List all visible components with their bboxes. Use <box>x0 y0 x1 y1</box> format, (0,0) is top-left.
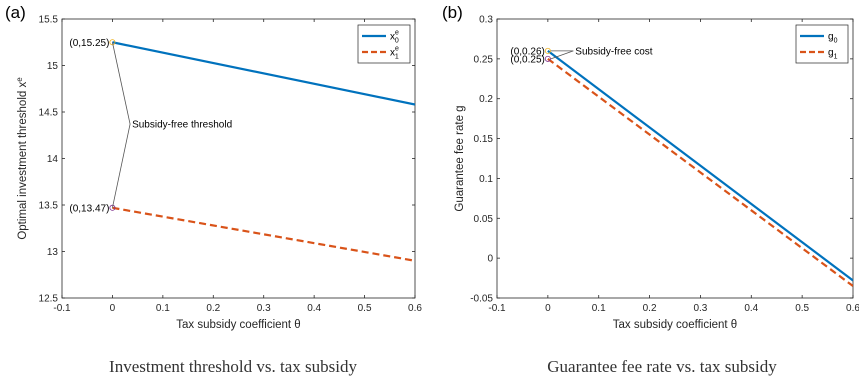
point-label: (0,0.25) <box>510 54 544 65</box>
y-tick-label: 0.25 <box>474 54 494 65</box>
series-line-g0 <box>547 50 853 282</box>
y-tick-label: 0.2 <box>479 94 493 105</box>
y-tick-label: 13.5 <box>39 201 59 212</box>
legend-label: xe 1 <box>390 46 399 61</box>
x-tick-label: 0.4 <box>744 303 758 314</box>
callout-text: Subsidy-free cost <box>575 46 652 57</box>
chart-panel-1: -0.1 0 0.1 0.2 0.3 0.4 0.5 0.6 -0.05 0 0.05 0.1 0.15… <box>442 3 859 376</box>
legend-label-sup: e <box>395 46 399 53</box>
y-tick-label: 12.5 <box>39 294 59 305</box>
legend-label-main: x <box>390 32 395 43</box>
legend-label: xe 0 <box>390 30 399 45</box>
x-tick-label: 0.3 <box>257 303 271 314</box>
y-axis-label: Optimal investment threshold xe <box>15 77 30 240</box>
data-point-marker <box>544 55 551 62</box>
figure-caption: Guarantee fee rate vs. tax subsidy <box>547 357 777 376</box>
series-line-x1 <box>112 206 415 262</box>
y-tick-label: 13 <box>47 247 59 258</box>
x-tick-label: 0.6 <box>846 303 859 314</box>
y-tick-label: 0.15 <box>474 134 494 145</box>
legend-label: g0 <box>828 32 838 45</box>
y-tick-label: 15 <box>47 61 59 72</box>
x-tick-label: 0 <box>110 303 116 314</box>
x-tick-label: -0.1 <box>53 303 71 314</box>
legend-box <box>357 24 411 64</box>
x-axis-label: Tax subsidy coefficient θ <box>613 319 737 331</box>
legend-box <box>795 24 849 64</box>
y-axis-label-main: Guarantee fee rate g <box>454 105 466 211</box>
y-tick-label: -0.05 <box>470 294 493 305</box>
point-label: (0,15.25) <box>69 38 109 49</box>
y-axis-label-main: Optimal investment threshold x <box>17 82 29 240</box>
x-tick-label: 0.5 <box>795 303 809 314</box>
data-point-marker <box>109 204 116 211</box>
x-axis-label: Tax subsidy coefficient θ <box>176 319 300 331</box>
point-label: (0,13.47) <box>69 203 109 214</box>
x-tick-label: 0.2 <box>643 303 657 314</box>
y-tick-label: 14.5 <box>39 108 59 119</box>
callout-leader <box>112 42 131 208</box>
y-tick-label: 14 <box>47 154 59 165</box>
legend-label-main: g <box>828 48 834 59</box>
chart-panel-0: -0.1 0 0.1 0.2 0.3 0.4 0.5 0.6 12.5 13 13.5 14 14.5 1… <box>5 3 422 376</box>
x-tick-label: 0.5 <box>358 303 372 314</box>
legend: xe 0xe 1 <box>357 24 411 64</box>
legend-label-sub: 1 <box>834 54 838 61</box>
y-tick-label: 15.5 <box>39 15 59 26</box>
legend-label: g1 <box>828 48 838 61</box>
x-tick-label: -0.1 <box>488 303 506 314</box>
legend-label-sup: e <box>395 30 399 37</box>
legend-label-main: x <box>390 48 395 59</box>
y-tick-label: 0.05 <box>474 214 494 225</box>
x-tick-label: 0.1 <box>592 303 606 314</box>
panel-label: (b) <box>442 3 463 22</box>
plot-area <box>496 18 854 299</box>
legend-label-sub: 1 <box>395 54 399 61</box>
legend-label-sub: 0 <box>834 38 838 45</box>
y-axis-label: Guarantee fee rate g <box>454 105 466 211</box>
figure-caption: Investment threshold vs. tax subsidy <box>109 357 357 376</box>
x-tick-label: 0 <box>545 303 551 314</box>
series-line-g1 <box>547 57 853 287</box>
x-tick-label: 0.2 <box>206 303 220 314</box>
legend-label-sub: 0 <box>395 38 399 45</box>
x-tick-label: 0.4 <box>307 303 321 314</box>
data-point-marker <box>109 39 116 46</box>
y-tick-label: 0.3 <box>479 15 493 26</box>
callout-leader <box>550 50 574 60</box>
y-axis-label-sup: e <box>15 77 24 82</box>
y-tick-label: 0 <box>487 254 493 265</box>
x-tick-label: 0.3 <box>693 303 707 314</box>
legend-label-main: g <box>828 32 834 43</box>
panel-label: (a) <box>5 3 26 22</box>
series-line-x0 <box>112 41 415 106</box>
callout-text: Subsidy-free threshold <box>132 120 232 131</box>
y-tick-label: 0.1 <box>479 174 493 185</box>
x-tick-label: 0.6 <box>408 303 422 314</box>
x-tick-label: 0.1 <box>156 303 170 314</box>
point-label: (0,0.26) <box>510 46 544 57</box>
data-point-marker <box>544 47 551 54</box>
